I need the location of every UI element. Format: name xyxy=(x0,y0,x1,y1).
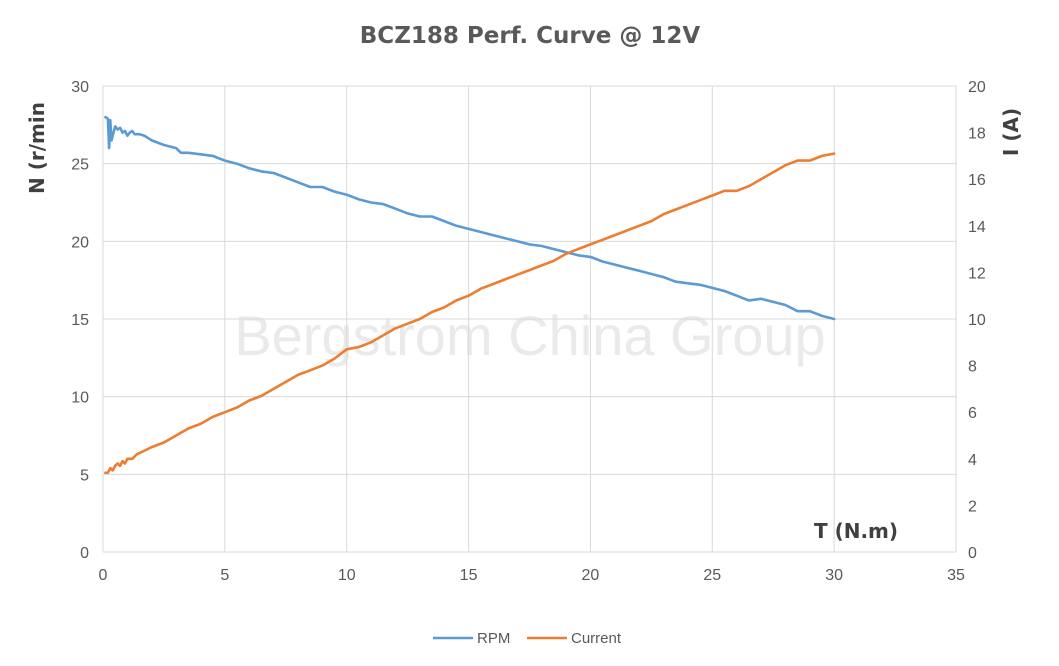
y2-tick-label: 4 xyxy=(968,452,977,469)
y-axis-title: N (r/min xyxy=(25,102,49,194)
y-tick-label: 15 xyxy=(71,312,89,329)
series-line-current xyxy=(104,152,836,475)
y2-axis-title: I (A) xyxy=(999,108,1023,156)
y-tick-label: 0 xyxy=(80,545,89,562)
x-tick-label: 5 xyxy=(220,567,229,584)
y2-tick-label: 8 xyxy=(968,359,977,376)
y2-tick-label: 18 xyxy=(968,126,986,143)
y2-tick-label: 0 xyxy=(968,545,977,562)
legend-label-rpm: RPM xyxy=(477,630,510,647)
x-tick-label: 30 xyxy=(825,567,843,584)
y2-tick-label: 10 xyxy=(968,312,986,329)
y2-tick-label: 20 xyxy=(968,79,986,96)
y-tick-label: 20 xyxy=(71,234,89,251)
y2-tick-label: 14 xyxy=(968,219,986,236)
watermark: Bergstrom China Group xyxy=(234,304,825,367)
y-tick-label: 25 xyxy=(71,157,89,174)
y-tick-label: 30 xyxy=(71,79,89,96)
x-tick-label: 35 xyxy=(947,567,965,584)
legend-label-current: Current xyxy=(571,630,622,647)
y-tick-label: 10 xyxy=(71,390,89,407)
x-tick-label: 0 xyxy=(99,567,108,584)
chart-title: BCZ188 Perf. Curve @ 12V xyxy=(360,23,701,49)
x-tick-label: 15 xyxy=(460,567,478,584)
x-tick-label: 10 xyxy=(338,567,356,584)
x-axis-title: T (N.m) xyxy=(814,519,898,543)
series-line-rpm xyxy=(104,115,836,321)
x-axis: 0 5 10 15 20 25 30 35 xyxy=(99,567,965,584)
y2-tick-label: 16 xyxy=(968,172,986,189)
y-tick-label: 5 xyxy=(80,467,89,484)
legend: RPM Current xyxy=(433,630,622,647)
y2-tick-label: 2 xyxy=(968,498,977,515)
y2-tick-label: 12 xyxy=(968,265,986,282)
series-layer xyxy=(104,115,836,475)
y-axis-left: 0 5 10 15 20 25 30 xyxy=(71,79,89,562)
x-tick-label: 25 xyxy=(703,567,721,584)
y2-tick-label: 6 xyxy=(968,405,977,422)
y-axis-right: 0 2 4 6 8 10 12 14 16 18 20 xyxy=(968,79,986,562)
x-tick-label: 20 xyxy=(582,567,600,584)
